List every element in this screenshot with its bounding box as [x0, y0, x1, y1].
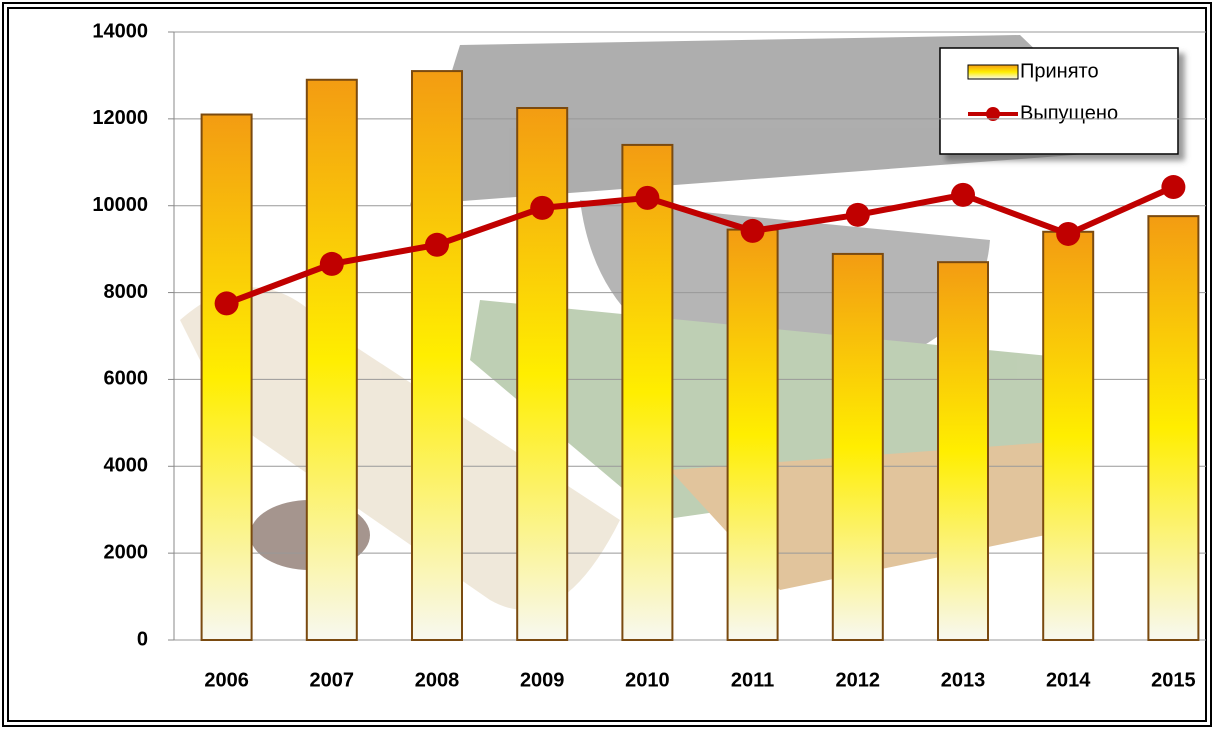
y-tick-label: 0 — [137, 628, 148, 650]
x-tick-label: 2011 — [731, 669, 774, 691]
line-point — [530, 195, 555, 220]
bar — [305, 78, 358, 642]
legend-swatch — [967, 64, 1019, 80]
y-tick-label: 10000 — [92, 194, 148, 216]
x-tick-label: 2012 — [836, 669, 881, 691]
inner-border — [7, 7, 1207, 722]
x-tick-label: 2015 — [1151, 669, 1196, 691]
y-tick-label: 6000 — [104, 368, 149, 390]
bar — [831, 252, 884, 641]
line-point — [214, 291, 239, 316]
x-tick-label: 2007 — [310, 669, 355, 691]
line-point — [845, 202, 870, 227]
bar — [516, 107, 569, 641]
x-tick-label: 2008 — [415, 669, 460, 691]
line-point — [951, 182, 975, 207]
y-tick-label: 2000 — [104, 541, 149, 563]
x-tick-label: 2014 — [1046, 669, 1091, 691]
legend-marker — [986, 107, 1000, 121]
x-tick-label: 2009 — [520, 669, 565, 691]
line-point — [635, 185, 660, 210]
bar — [937, 261, 989, 641]
bar — [200, 113, 253, 641]
line-point — [319, 251, 344, 276]
line-point — [740, 218, 765, 243]
y-tick-label: 4000 — [104, 455, 149, 477]
x-tick-label: 2013 — [941, 669, 986, 691]
x-tick-label: 2010 — [625, 669, 670, 691]
y-tick-label: 8000 — [104, 281, 149, 303]
line-point — [425, 232, 449, 257]
line-point — [1161, 175, 1186, 200]
bar — [621, 143, 674, 642]
bar — [1147, 215, 1200, 641]
line — [225, 184, 1175, 307]
bar — [411, 70, 463, 642]
bar — [726, 228, 779, 641]
legend: Принято Выпущено — [939, 47, 1179, 155]
line-point — [1056, 221, 1081, 246]
y-tick-label: 14000 — [92, 20, 148, 42]
legend-label: Выпущено — [1020, 102, 1118, 124]
bar — [1042, 230, 1095, 641]
y-tick-label: 12000 — [92, 107, 148, 129]
x-tick-label: 2006 — [204, 669, 249, 691]
legend-label: Принято — [1020, 60, 1099, 82]
